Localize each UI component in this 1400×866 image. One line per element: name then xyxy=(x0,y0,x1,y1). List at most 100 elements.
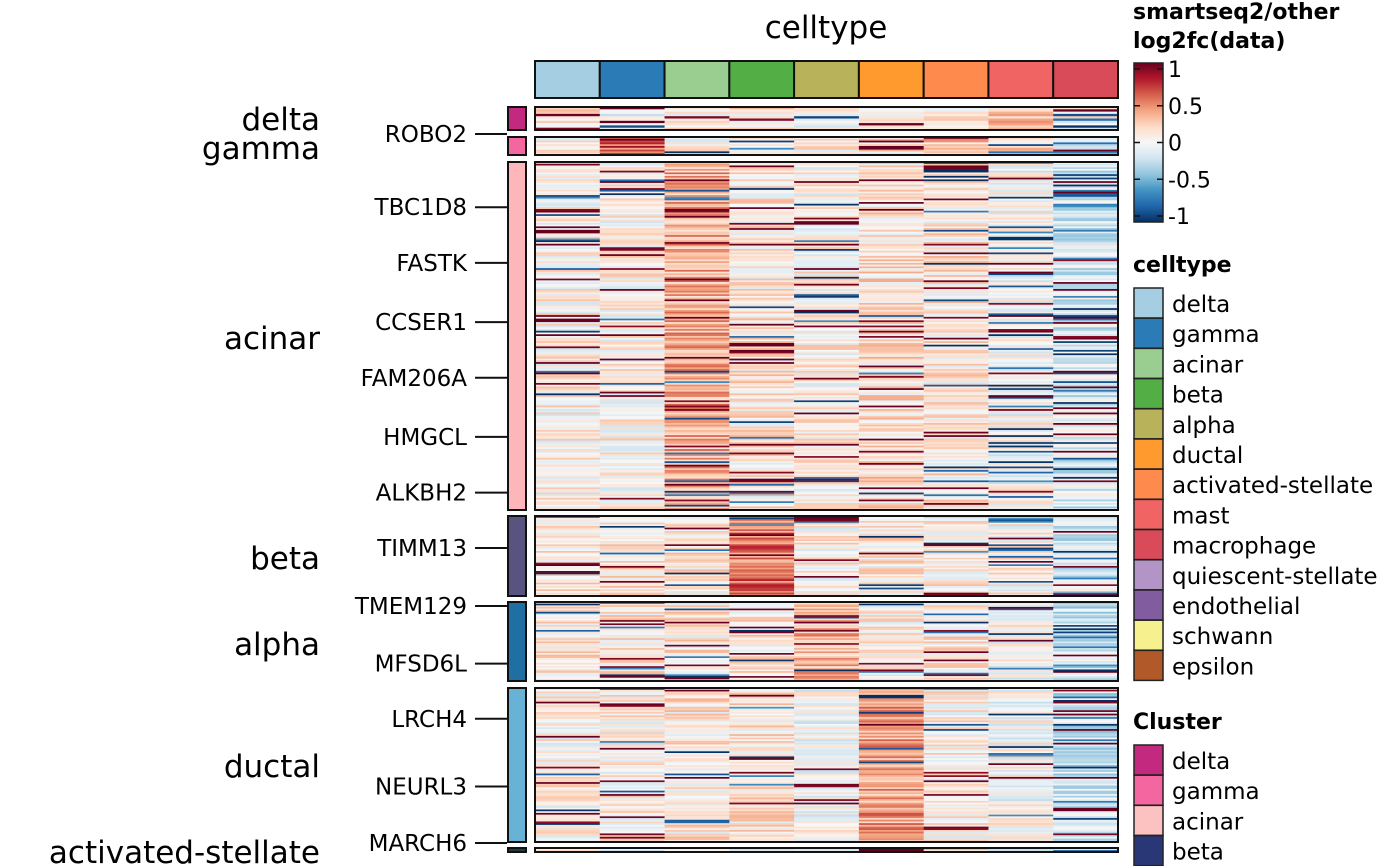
heatmap-cell xyxy=(923,636,989,639)
heatmap-cell xyxy=(664,203,730,206)
heatmap-cell xyxy=(794,445,860,448)
heatmap-cell xyxy=(535,162,601,165)
heatmap-cell xyxy=(664,318,730,321)
heatmap-cell xyxy=(988,409,1054,412)
heatmap-cell xyxy=(599,574,666,577)
heatmap-cell xyxy=(664,402,730,405)
heatmap-cell xyxy=(535,205,601,208)
heatmap-cell xyxy=(858,782,925,785)
heatmap-cell xyxy=(1053,501,1119,504)
heatmap-cell xyxy=(664,360,730,363)
heatmap-cell xyxy=(923,461,989,464)
heatmap-cell xyxy=(535,561,601,564)
heatmap-cell xyxy=(1053,175,1119,179)
heatmap-cell xyxy=(858,412,925,415)
heatmap-cell xyxy=(794,483,860,487)
heatmap-cell xyxy=(1053,469,1119,473)
heatmap-cell xyxy=(858,409,925,412)
heatmap-cell xyxy=(599,785,666,788)
heatmap-cell xyxy=(1053,654,1119,657)
heatmap-cell xyxy=(664,766,730,769)
heatmap-cell xyxy=(1053,753,1119,756)
heatmap-cell xyxy=(535,780,601,783)
heatmap-cell xyxy=(858,776,925,780)
legend-label: acinar xyxy=(1172,352,1244,378)
row-group-label: alpha xyxy=(234,627,320,663)
heatmap-cell xyxy=(794,492,860,495)
heatmap-cell xyxy=(988,146,1054,149)
heatmap-cell xyxy=(535,245,601,248)
heatmap-cell xyxy=(729,466,795,469)
heatmap-cell xyxy=(1053,431,1119,434)
heatmap-cell xyxy=(1053,759,1119,762)
heatmap-cell xyxy=(664,496,730,499)
heatmap-cell xyxy=(535,522,601,525)
heatmap-cell xyxy=(923,705,989,708)
heatmap-cell xyxy=(599,182,666,186)
heatmap-cell xyxy=(599,226,666,229)
heatmap-cell xyxy=(1053,722,1119,725)
heatmap-cell xyxy=(599,768,666,771)
heatmap-cell xyxy=(599,838,666,841)
heatmap-cell xyxy=(599,416,666,419)
heatmap-cell xyxy=(729,443,795,447)
heatmap-cell xyxy=(535,727,601,730)
heatmap-cell xyxy=(1053,363,1119,366)
heatmap-cell xyxy=(858,703,925,706)
heatmap-cell xyxy=(1053,725,1119,728)
heatmap-cell xyxy=(729,490,795,493)
heatmap-cell xyxy=(794,202,860,205)
heatmap-cell xyxy=(988,536,1054,539)
heatmap-cell xyxy=(535,807,601,810)
legend-label: epsilon xyxy=(1172,654,1254,680)
heatmap-cell xyxy=(599,606,666,609)
heatmap-cell xyxy=(988,162,1054,165)
heatmap-cell xyxy=(794,727,860,730)
heatmap-cell xyxy=(1053,833,1119,836)
heatmap-cell xyxy=(535,758,601,761)
heatmap-cell xyxy=(599,456,666,459)
heatmap-cell xyxy=(664,531,730,534)
heatmap-cell xyxy=(1053,231,1119,234)
heatmap-cell xyxy=(664,181,730,184)
heatmap-cell xyxy=(729,440,795,443)
heatmap-cell xyxy=(858,445,925,448)
heatmap-cell xyxy=(535,586,601,589)
heatmap-cell xyxy=(988,302,1054,306)
heatmap-cell xyxy=(535,175,601,179)
heatmap-cell xyxy=(923,693,989,696)
heatmap-cell xyxy=(664,811,730,814)
heatmap-cell xyxy=(988,163,1054,166)
heatmap-cell xyxy=(794,823,860,826)
heatmap-cell xyxy=(599,195,666,198)
heatmap-cell xyxy=(599,398,666,401)
heatmap-cell xyxy=(988,766,1054,769)
heatmap-cell xyxy=(729,456,795,459)
heatmap-cell xyxy=(988,574,1054,577)
heatmap-cell xyxy=(858,727,925,730)
heatmap-cell xyxy=(858,669,925,672)
heatmap-cell xyxy=(729,250,795,253)
heatmap-cell xyxy=(794,330,860,333)
heatmap-cell xyxy=(988,407,1054,410)
heatmap-cell xyxy=(988,626,1054,629)
heatmap-cell xyxy=(794,111,860,115)
heatmap-cell xyxy=(1053,504,1119,507)
heatmap-cell xyxy=(988,254,1054,257)
heatmap-cell xyxy=(1053,221,1119,224)
heatmap-cell xyxy=(1053,372,1119,375)
heatmap-cell xyxy=(664,459,730,462)
heatmap-cell xyxy=(535,579,601,582)
heatmap-cell xyxy=(1053,311,1119,314)
heatmap-cell xyxy=(858,360,925,363)
heatmap-cell xyxy=(729,521,795,524)
heatmap-cell xyxy=(794,384,860,387)
heatmap-cell xyxy=(858,747,925,750)
heatmap-cell xyxy=(1053,268,1119,271)
heatmap-cell xyxy=(535,729,601,732)
heatmap-cell xyxy=(923,376,989,379)
heatmap-cell xyxy=(729,247,795,250)
heatmap-cell xyxy=(794,552,860,555)
heatmap-cell xyxy=(794,461,860,464)
heatmap-cell xyxy=(988,499,1054,502)
